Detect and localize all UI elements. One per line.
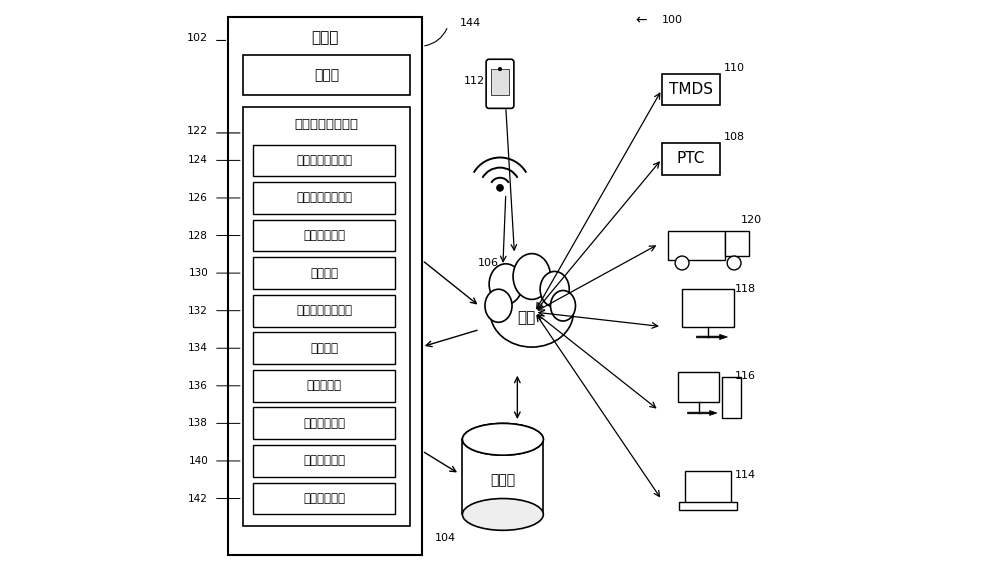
Bar — [228, 17, 422, 555]
Ellipse shape — [513, 254, 551, 299]
Bar — [682, 289, 734, 327]
Bar — [253, 182, 395, 214]
Circle shape — [497, 184, 503, 191]
Circle shape — [727, 256, 741, 270]
Text: 130: 130 — [188, 268, 208, 278]
Text: 编译指令修改模块: 编译指令修改模块 — [296, 191, 352, 205]
Text: 136: 136 — [188, 381, 208, 391]
Ellipse shape — [551, 291, 575, 321]
Text: 110: 110 — [724, 63, 745, 73]
Text: 编译指令关联模块: 编译指令关联模块 — [296, 304, 352, 317]
Ellipse shape — [462, 498, 543, 531]
FancyArrow shape — [697, 334, 727, 340]
Text: ←: ← — [636, 13, 647, 27]
Bar — [253, 295, 395, 327]
Text: 追踪模块: 追踪模块 — [310, 266, 338, 280]
Bar — [253, 483, 395, 514]
Text: 114: 114 — [735, 470, 756, 480]
FancyArrow shape — [688, 410, 717, 416]
Text: 机器可读执行指令: 机器可读执行指令 — [295, 118, 359, 131]
Text: 122: 122 — [187, 126, 208, 136]
Text: 132: 132 — [188, 306, 208, 316]
Text: 128: 128 — [188, 231, 208, 240]
Text: 警报递送模块: 警报递送模块 — [303, 492, 345, 505]
Circle shape — [675, 256, 689, 270]
Text: 聚类模块: 聚类模块 — [310, 342, 338, 355]
Text: 数据捕获模块: 数据捕获模块 — [303, 229, 345, 242]
Bar — [668, 231, 725, 260]
Ellipse shape — [489, 264, 522, 305]
Text: 102: 102 — [187, 32, 208, 43]
Text: TMDS: TMDS — [669, 82, 713, 97]
Bar — [725, 231, 749, 256]
Text: 144: 144 — [460, 18, 481, 28]
Text: 108: 108 — [724, 132, 745, 142]
Bar — [253, 220, 395, 251]
Text: 100: 100 — [662, 15, 683, 25]
Circle shape — [498, 67, 502, 71]
Bar — [679, 502, 737, 510]
Text: 118: 118 — [735, 284, 756, 294]
Text: 网络: 网络 — [517, 310, 535, 325]
Text: 140: 140 — [188, 456, 208, 466]
Text: 存储器: 存储器 — [490, 473, 515, 487]
Text: 编译指令生成模块: 编译指令生成模块 — [296, 154, 352, 167]
Bar — [462, 439, 543, 514]
Bar — [678, 372, 719, 402]
Text: 134: 134 — [188, 343, 208, 353]
Bar — [662, 143, 720, 175]
Text: 126: 126 — [188, 193, 208, 203]
Text: 106: 106 — [478, 258, 499, 268]
Ellipse shape — [540, 272, 569, 307]
Bar — [243, 107, 410, 526]
Bar — [253, 257, 395, 289]
Text: 124: 124 — [188, 155, 208, 165]
Bar — [253, 407, 395, 439]
Bar — [243, 55, 410, 95]
Ellipse shape — [485, 289, 512, 323]
Bar — [722, 377, 741, 418]
Bar — [253, 370, 395, 402]
Ellipse shape — [462, 423, 543, 455]
Text: 服务器: 服务器 — [311, 30, 339, 45]
Text: 116: 116 — [735, 370, 756, 381]
Text: 处理器: 处理器 — [314, 68, 339, 82]
Text: 142: 142 — [188, 494, 208, 503]
Text: 112: 112 — [463, 76, 485, 86]
FancyBboxPatch shape — [486, 60, 514, 109]
Bar — [685, 471, 731, 503]
Text: 104: 104 — [435, 532, 456, 543]
Text: 警报生成模块: 警报生成模块 — [303, 454, 345, 468]
Bar — [253, 332, 395, 364]
Bar — [491, 69, 509, 95]
Text: 120: 120 — [741, 214, 762, 225]
Bar — [253, 445, 395, 477]
Text: 力确定模块: 力确定模块 — [306, 379, 341, 392]
Bar — [253, 144, 395, 176]
Text: PTC: PTC — [677, 151, 705, 166]
Text: 事件监控模块: 事件监控模块 — [303, 417, 345, 430]
Ellipse shape — [490, 277, 573, 347]
Bar — [662, 73, 720, 105]
Ellipse shape — [462, 423, 543, 455]
Text: 138: 138 — [188, 418, 208, 428]
